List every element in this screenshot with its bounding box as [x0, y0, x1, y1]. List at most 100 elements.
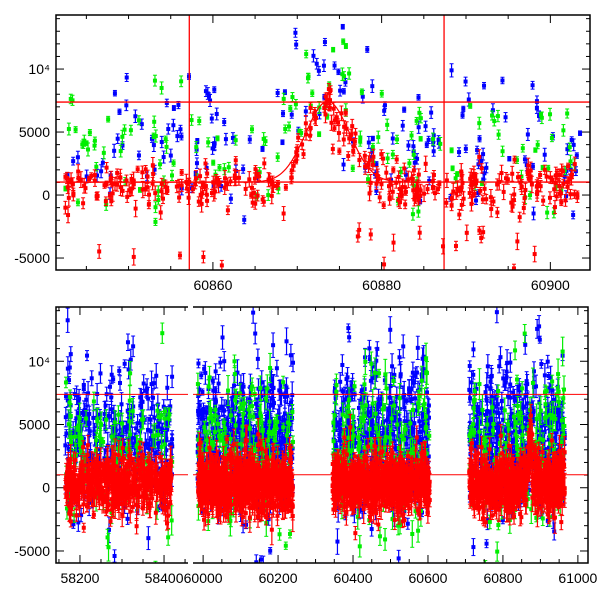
red-point	[98, 465, 103, 479]
red-point	[554, 192, 559, 201]
green-point	[170, 169, 175, 182]
red-point	[143, 475, 148, 492]
red-point	[453, 240, 458, 252]
blue-point	[281, 110, 286, 118]
red-point	[561, 179, 566, 189]
red-point	[382, 256, 387, 270]
red-point	[312, 106, 317, 125]
red-point	[371, 148, 376, 165]
red-point	[123, 477, 128, 493]
red-point	[150, 176, 155, 191]
green-point	[515, 374, 520, 385]
blue-point	[89, 370, 94, 387]
blue-point	[210, 141, 215, 155]
green-point	[539, 111, 544, 125]
blue-point	[503, 112, 508, 123]
green-point	[158, 159, 163, 170]
green-point	[66, 122, 71, 136]
blue-point	[222, 351, 227, 372]
green-point	[383, 528, 388, 551]
green-point	[350, 164, 355, 172]
blue-point	[112, 549, 117, 563]
blue-point	[202, 364, 207, 373]
green-point	[556, 358, 561, 390]
green-point	[275, 152, 280, 162]
x-tick-label: 60900	[531, 277, 570, 293]
red-point	[552, 200, 557, 215]
green-point	[258, 375, 263, 401]
blue-point	[99, 596, 103, 600]
green-point	[91, 391, 96, 412]
blue-point	[154, 363, 159, 389]
green-point	[84, 140, 89, 146]
red-point	[120, 185, 125, 197]
green-point	[545, 205, 550, 220]
green-point	[286, 121, 291, 132]
red-point	[457, 208, 462, 221]
red-point	[517, 211, 522, 223]
red-point	[423, 155, 428, 173]
green-point	[63, 376, 68, 389]
red-point	[538, 171, 543, 179]
green-point	[455, 171, 460, 177]
red-point	[403, 199, 408, 210]
blue-point	[370, 135, 375, 142]
data-points	[63, 23, 583, 270]
blue-point	[494, 307, 499, 324]
blue-point	[220, 325, 225, 350]
green-point	[87, 129, 92, 137]
blue-point	[426, 135, 431, 145]
green-point	[118, 144, 123, 158]
red-point	[115, 168, 120, 178]
green-point	[385, 118, 390, 132]
green-point	[152, 74, 157, 87]
red-point	[412, 192, 417, 207]
observing-season	[195, 307, 296, 563]
red-point	[296, 133, 301, 143]
green-point	[153, 422, 158, 449]
blue-point	[171, 105, 176, 111]
green-point	[549, 133, 554, 143]
blue-point	[321, 59, 326, 73]
green-point	[206, 137, 211, 148]
blue-point	[253, 322, 258, 345]
red-point	[482, 183, 487, 195]
red-point	[260, 195, 265, 204]
blue-point	[275, 88, 280, 98]
green-point	[438, 137, 443, 151]
green-point	[385, 152, 390, 165]
red-point	[92, 174, 97, 187]
green-point	[120, 412, 125, 435]
blue-point	[463, 76, 468, 87]
red-point	[418, 183, 423, 198]
blue-point	[171, 118, 176, 132]
red-point	[336, 124, 341, 142]
red-point	[124, 174, 129, 187]
red-point	[558, 185, 563, 201]
blue-point	[213, 363, 218, 380]
green-point	[69, 429, 74, 445]
red-point	[536, 177, 541, 192]
green-point	[92, 140, 97, 151]
green-point	[548, 107, 553, 121]
red-point	[161, 469, 166, 503]
green-point	[166, 408, 171, 428]
blue-point	[165, 375, 170, 401]
green-point	[130, 397, 135, 425]
blue-point	[196, 358, 201, 369]
observing-season	[467, 307, 567, 563]
blue-point	[406, 140, 411, 151]
green-point	[189, 114, 194, 126]
blue-point	[178, 124, 183, 134]
y-tick-label: 10⁴	[28, 61, 50, 77]
red-point	[104, 485, 109, 509]
red-point	[489, 200, 494, 218]
blue-point	[247, 135, 252, 144]
red-point	[148, 467, 153, 488]
blue-point	[138, 387, 143, 407]
green-point	[513, 340, 518, 361]
red-point	[346, 151, 351, 161]
blue-point	[341, 88, 346, 95]
green-point	[160, 322, 165, 344]
